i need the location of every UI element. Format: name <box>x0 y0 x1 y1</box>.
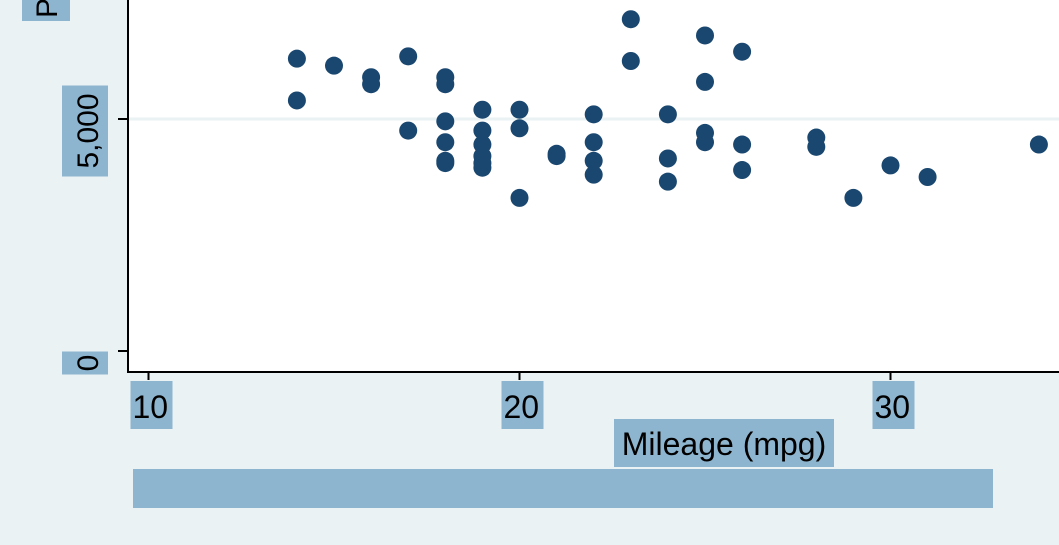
data-points <box>287 10 1048 207</box>
x-tick-label: 20 <box>504 389 540 425</box>
axes <box>127 0 1059 373</box>
data-point <box>436 112 455 131</box>
data-point <box>807 137 826 156</box>
data-point <box>696 26 714 45</box>
data-point <box>918 168 937 186</box>
data-point <box>733 42 752 61</box>
data-point <box>399 47 418 66</box>
x-axis-title: Mileage (mpg) <box>614 419 834 467</box>
data-point <box>696 133 714 152</box>
y-tick-label: 0 <box>72 355 105 372</box>
y-axis-title-text: P <box>31 0 64 18</box>
data-point <box>621 10 640 29</box>
data-point <box>473 100 492 119</box>
y-tick-label-bg <box>62 351 108 375</box>
data-point <box>436 75 455 94</box>
data-point <box>325 56 343 75</box>
x-tick-label-bg <box>872 381 915 429</box>
data-point <box>436 133 455 152</box>
data-point <box>658 172 677 191</box>
data-point <box>362 75 381 94</box>
data-point <box>658 105 677 124</box>
x-tick-label-bg <box>501 381 544 429</box>
data-point <box>733 135 752 154</box>
data-point <box>696 72 714 91</box>
data-point <box>621 52 640 70</box>
data-point <box>844 188 863 207</box>
data-point <box>1029 135 1048 154</box>
data-point <box>584 165 603 184</box>
data-point <box>473 121 492 140</box>
data-point <box>473 158 492 177</box>
x-tick-label: 30 <box>875 389 911 425</box>
data-point <box>510 100 529 119</box>
data-point <box>584 133 603 152</box>
y-tick-label-bg <box>62 85 108 177</box>
caption-bar <box>133 469 993 508</box>
data-point <box>399 121 418 140</box>
x-tick-label: 10 <box>133 389 169 425</box>
data-point <box>658 149 677 168</box>
plot-area <box>128 0 1059 372</box>
ticks: 10 20 30 0 5,000 <box>62 85 915 429</box>
data-point <box>584 105 603 124</box>
data-point <box>287 91 306 110</box>
data-point <box>881 156 900 175</box>
data-point <box>547 147 566 166</box>
y-axis-title: P <box>22 0 70 21</box>
data-point <box>287 49 306 68</box>
x-axis-title-text: Mileage (mpg) <box>622 426 827 462</box>
data-point <box>510 188 529 207</box>
y-tick-label: 5,000 <box>72 93 105 168</box>
data-point <box>510 119 529 138</box>
data-point <box>584 151 603 170</box>
data-point <box>733 161 752 180</box>
x-tick-label-bg <box>130 381 173 429</box>
data-point <box>436 154 455 173</box>
